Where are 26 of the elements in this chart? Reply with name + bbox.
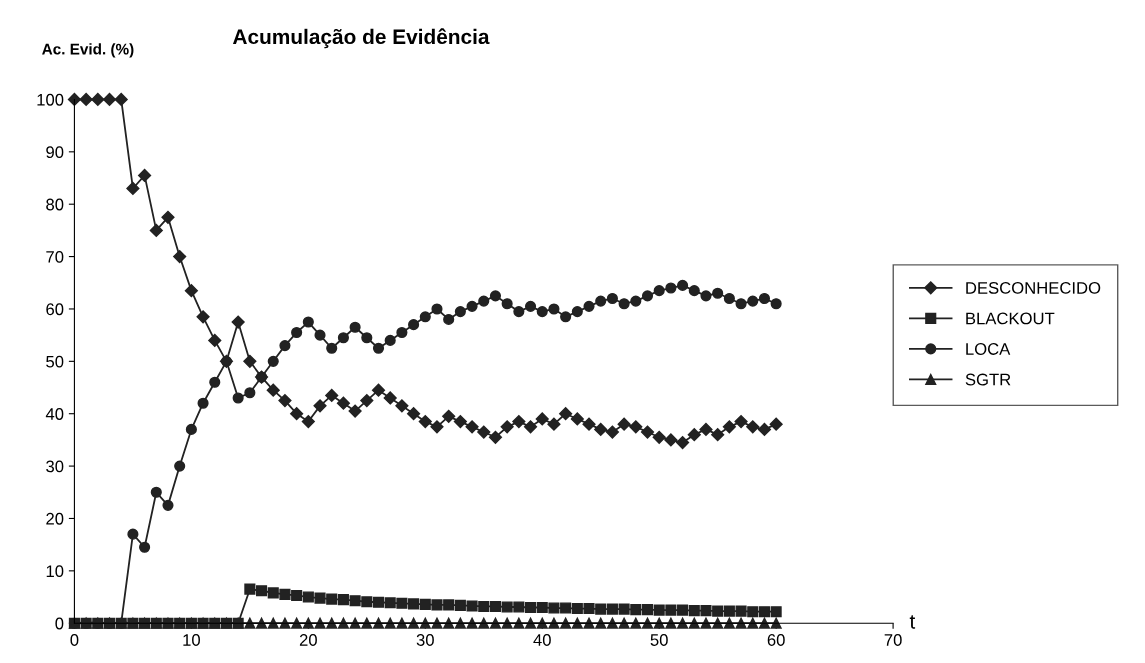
- legend-label: SGTR: [965, 373, 1011, 386]
- y-tick-label: 40: [45, 408, 64, 420]
- legend-label: DESCONHECIDO: [966, 282, 1101, 294]
- x-tick-label: 40: [533, 634, 551, 646]
- chart-title: Acumulação de Evidência: [232, 28, 490, 49]
- y-tick-label: 80: [46, 198, 64, 211]
- y-tick-label: 90: [46, 146, 64, 159]
- y-axis-title: Ac. Evid. (%): [42, 43, 134, 58]
- y-tick-label: 10: [46, 565, 64, 578]
- y-tick-label: 50: [46, 355, 64, 368]
- x-axis-title: t: [909, 615, 916, 629]
- legend-label: LOCA: [966, 343, 1011, 355]
- y-tick-label: 100: [37, 93, 64, 106]
- x-tick-label: 20: [299, 634, 317, 646]
- legend-label: BLACKOUT: [966, 312, 1055, 325]
- y-tick-label: 20: [46, 512, 64, 525]
- y-tick-label: 0: [55, 617, 64, 630]
- x-tick-label: 10: [183, 634, 200, 646]
- y-tick-label: 30: [46, 460, 64, 473]
- x-tick-label: 0: [70, 634, 79, 646]
- y-tick-label: 60: [46, 303, 64, 316]
- x-tick-label: 60: [767, 634, 785, 646]
- x-tick-label: 30: [416, 634, 434, 646]
- y-tick-label: 70: [46, 250, 64, 263]
- x-tick-label: 50: [650, 634, 668, 646]
- x-tick-label: 70: [884, 634, 902, 646]
